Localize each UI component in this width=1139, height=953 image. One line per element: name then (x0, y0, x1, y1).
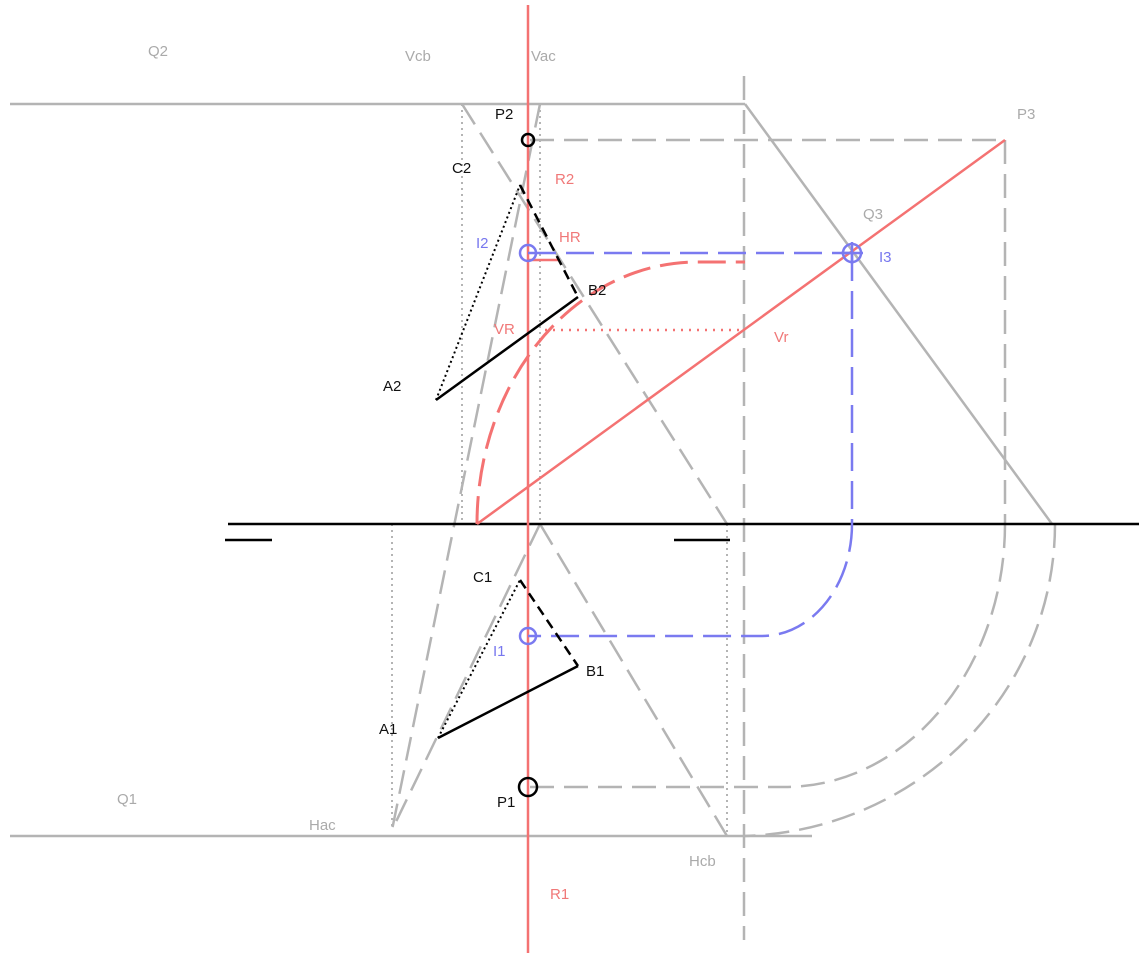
label-r2: R2 (555, 171, 574, 188)
label-c1: C1 (473, 569, 492, 586)
plane-trace-hcb (538, 523, 729, 837)
point-p2-marker (520, 132, 536, 148)
label-p1: P1 (497, 794, 515, 811)
transfer-arc-outer (744, 523, 1057, 838)
label-q2: Q2 (148, 43, 168, 60)
labels: Q2 Vcb Vac P2 P3 C2 R2 Q3 I2 HR I3 B2 VR… (117, 43, 1035, 903)
label-a1: A1 (379, 721, 397, 738)
segment-c2-b2 (518, 184, 580, 298)
segment-a1-b1 (437, 664, 579, 740)
label-i2: I2 (476, 235, 489, 252)
label-i3: I3 (879, 249, 892, 266)
segment-c1-b1 (518, 579, 580, 667)
rotation-arc-hr (475, 260, 745, 525)
object-lines (435, 132, 580, 798)
label-vr-upper: VR (494, 321, 515, 338)
label-hr: HR (559, 229, 581, 246)
label-hcb: Hcb (689, 853, 716, 870)
label-hac: Hac (309, 817, 336, 834)
point-i1-marker (518, 626, 538, 646)
plane-trace-vcb (460, 103, 729, 525)
label-q3: Q3 (863, 206, 883, 223)
true-length-line-vr (476, 138, 1006, 526)
intersection-lines (518, 242, 863, 646)
label-vac: Vac (531, 48, 556, 65)
transfer-arc-inner (784, 523, 1007, 789)
i3-i1-arc (528, 523, 854, 638)
point-p1-marker (517, 776, 539, 798)
ground-line (225, 522, 1139, 542)
plane-trace-vac-hac (390, 103, 542, 831)
label-vr-lower: Vr (774, 329, 788, 346)
segment-a2-b2 (435, 295, 579, 402)
label-p3: P3 (1017, 106, 1035, 123)
projection-lines (475, 5, 1006, 953)
construction-lines (10, 76, 1057, 940)
label-i1: I1 (493, 643, 506, 660)
label-r1: R1 (550, 886, 569, 903)
profile-trace-diagonal (743, 103, 1054, 525)
label-b2: B2 (588, 282, 606, 299)
label-a2: A2 (383, 378, 401, 395)
segment-a2-c2 (435, 184, 521, 401)
label-q1: Q1 (117, 791, 137, 808)
label-b1: B1 (586, 663, 604, 680)
label-vcb: Vcb (405, 48, 431, 65)
point-i2-marker (518, 243, 538, 263)
segment-a1-c1 (437, 579, 521, 739)
plane-trace-left-lower (390, 523, 542, 831)
label-c2: C2 (452, 160, 471, 177)
label-p2: P2 (495, 106, 513, 123)
